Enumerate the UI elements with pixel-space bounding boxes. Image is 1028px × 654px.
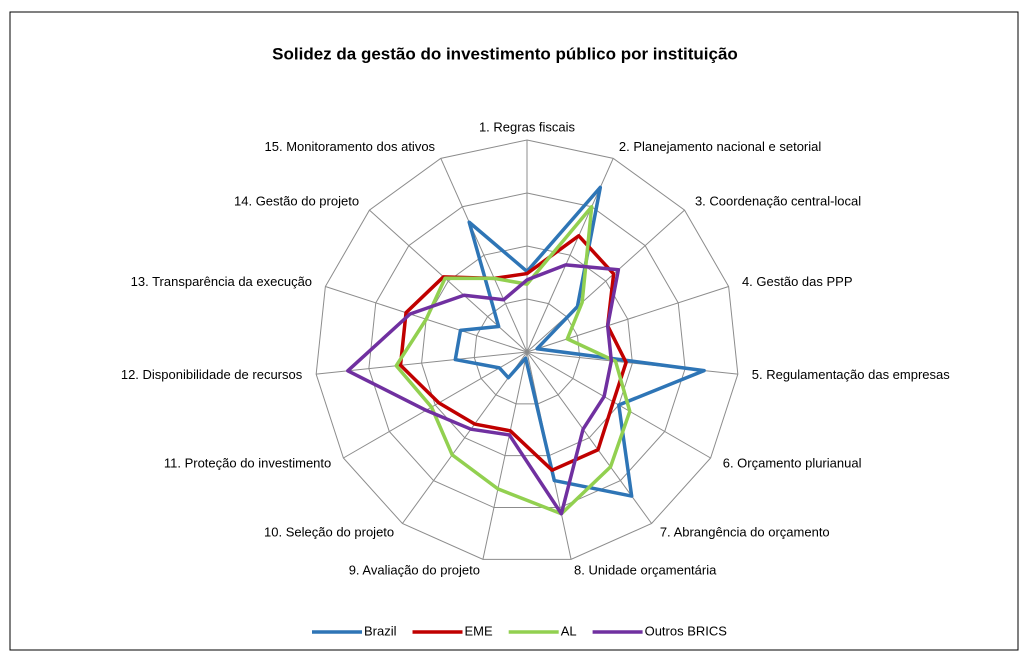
- chart-title: Solidez da gestão do investimento públic…: [272, 44, 738, 63]
- axis-label: 6. Orçamento plurianual: [723, 455, 862, 470]
- axis-label: 3. Coordenação central-local: [695, 194, 861, 209]
- axis-spoke: [343, 351, 528, 459]
- grid-ring: [421, 245, 633, 457]
- axis-label: 15. Monitoramento dos ativos: [265, 139, 436, 154]
- axis-spoke: [482, 351, 528, 560]
- axis-label: 5. Regulamentação das empresas: [752, 367, 951, 382]
- axis-spoke: [526, 286, 729, 353]
- axis-label: 1. Regras fiscais: [479, 119, 576, 134]
- axis-label: 9. Avaliação do projeto: [349, 563, 480, 578]
- axis-spoke: [369, 209, 528, 353]
- grid-ring: [368, 192, 686, 509]
- axis-spoke: [526, 209, 685, 353]
- axis-label: 8. Unidade orçamentária: [574, 563, 717, 578]
- axis-label: 4. Gestão das PPP: [742, 274, 853, 289]
- axis-label: 10. Seleção do projeto: [264, 525, 394, 540]
- legend-label: Brazil: [364, 623, 397, 638]
- axis-spoke: [316, 351, 528, 375]
- axis-label: 2. Planejamento nacional e setorial: [619, 139, 821, 154]
- axis-spoke: [440, 158, 528, 353]
- axis-spoke: [401, 351, 528, 524]
- axis-label: 11. Proteção do investimento: [164, 455, 331, 470]
- grid-ring: [315, 139, 739, 560]
- legend-label: EME: [465, 623, 494, 638]
- legend-label: AL: [561, 623, 577, 638]
- axis-label: 7. Abrangência do orçamento: [660, 525, 830, 540]
- series-line: [394, 204, 632, 516]
- axis-label: 14. Gestão do projeto: [234, 194, 359, 209]
- legend-label: Outros BRICS: [645, 623, 728, 638]
- series-line: [453, 185, 706, 498]
- series-line: [398, 234, 628, 472]
- axis-label: 12. Disponibilidade de recursos: [121, 367, 303, 382]
- axis-label: 13. Transparência da execução: [131, 274, 312, 289]
- chart-frame: [9, 11, 1019, 651]
- series-line: [346, 263, 621, 516]
